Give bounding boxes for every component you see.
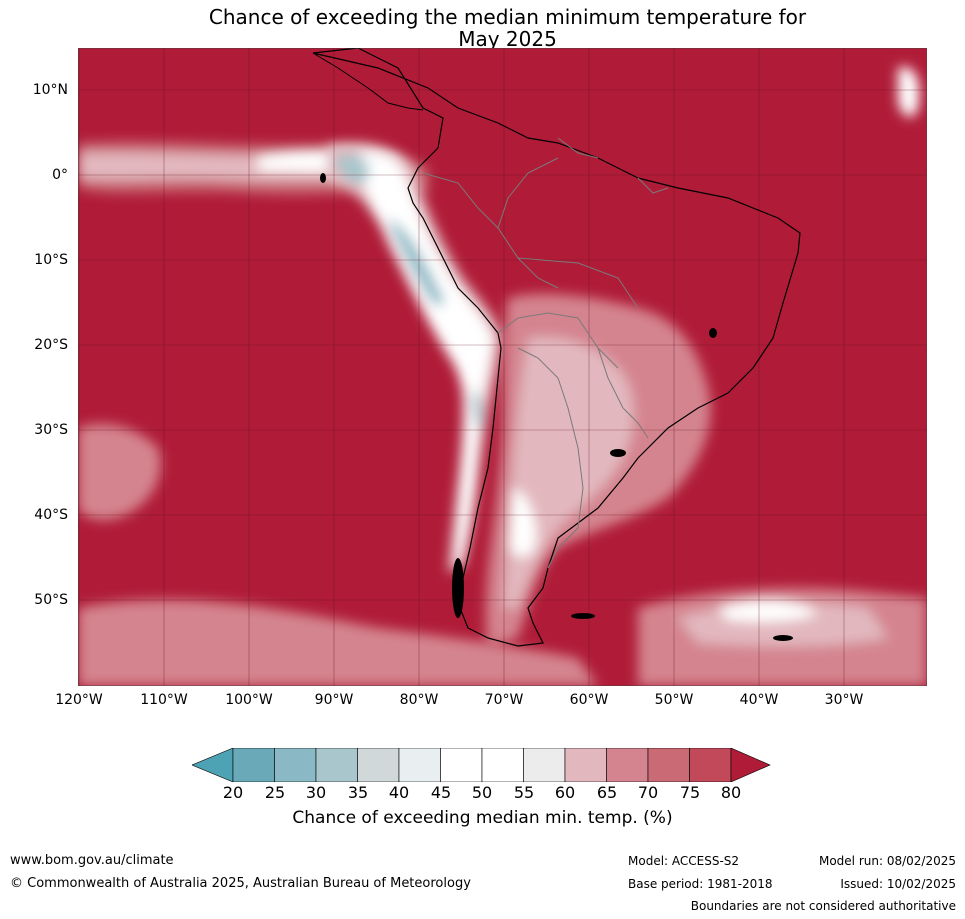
colorbar-bin-45-50: [440, 747, 483, 783]
lat-label-50s: 50°S: [34, 592, 68, 608]
colorbar-svg: [191, 747, 771, 783]
lon-label-30w: 30°W: [824, 692, 864, 708]
colorbar-arrow-low: [191, 747, 234, 783]
colorbar-tick-70: 70: [637, 783, 659, 802]
lat-label-40s: 40°S: [34, 507, 68, 523]
colorbar-tick-80: 80: [720, 783, 742, 802]
colorbar-bin-30-35: [315, 747, 358, 783]
colorbar-tick-40: 40: [388, 783, 410, 802]
colorbar-tick-45: 45: [430, 783, 452, 802]
colorbar-bin-65-70: [606, 747, 649, 783]
issued-date: Issued: 10/02/2025: [840, 877, 956, 891]
lon-label-40w: 40°W: [739, 692, 779, 708]
lon-label-80w: 80°W: [399, 692, 439, 708]
central-america-coastline: [312, 52, 424, 111]
lat-label-0: 0°: [52, 167, 68, 183]
website-link[interactable]: www.bom.gov.au/climate: [10, 853, 174, 868]
graticule: [78, 48, 927, 686]
lon-label-70w: 70°W: [484, 692, 524, 708]
south-america-coastline: [312, 48, 801, 647]
colorbar-tick-30: 30: [305, 783, 327, 802]
islands: [320, 173, 793, 641]
lat-label-10n: 10°N: [32, 82, 68, 98]
colorbar-tick-65: 65: [596, 783, 618, 802]
model-run-date: Model run: 08/02/2025: [818, 854, 956, 868]
colorbar-tick-25: 25: [264, 783, 286, 802]
colorbar-tick-20: 20: [222, 783, 244, 802]
lon-label-120w: 120°W: [55, 692, 103, 708]
boundaries-disclaimer: Boundaries are not considered authoritat…: [690, 899, 956, 913]
lat-label-30s: 30°S: [34, 422, 68, 438]
map-canvas: [77, 47, 928, 687]
colorbar-tick-35: 35: [347, 783, 369, 802]
colorbar-bin-70-75: [647, 747, 690, 783]
map-title-line-1: Chance of exceeding the median minimum t…: [208, 5, 807, 29]
colorbar-bin-50-55: [481, 747, 524, 783]
colorbar-tick-75: 75: [679, 783, 701, 802]
lon-label-100w: 100°W: [225, 692, 273, 708]
colorbar-tick-60: 60: [554, 783, 576, 802]
lon-label-60w: 60°W: [569, 692, 609, 708]
colorbar-bin-35-40: [357, 747, 400, 783]
colorbar-bin-20-25: [232, 747, 275, 783]
colorbar-bin-75-80: [689, 747, 732, 783]
pacific-coastal-band: [328, 143, 503, 573]
colorbar-bin-55-60: [523, 747, 566, 783]
copyright-text: © Commonwealth of Australia 2025, Austra…: [10, 876, 471, 891]
colorbar-tick-55: 55: [513, 783, 535, 802]
colorbar-tick-50: 50: [471, 783, 493, 802]
colorbar-label: Chance of exceeding median min. temp. (%…: [292, 808, 673, 828]
continental-pale-region: [485, 293, 711, 648]
model-name: Model: ACCESS-S2: [628, 854, 740, 868]
base-period: Base period: 1981-2018: [628, 877, 773, 891]
lon-label-110w: 110°W: [140, 692, 188, 708]
lon-label-90w: 90°W: [314, 692, 354, 708]
country-borders: [422, 137, 669, 569]
colorbar-arrow-high: [730, 747, 771, 783]
colorbar: [191, 747, 774, 783]
probability-map: [77, 47, 928, 687]
colorbar-bin-40-45: [398, 747, 441, 783]
lat-label-10s: 10°S: [34, 252, 68, 268]
colorbar-bin-60-65: [564, 747, 607, 783]
lat-label-20s: 20°S: [34, 337, 68, 353]
map-title-line-2: May 2025: [458, 27, 557, 51]
lon-label-50w: 50°W: [654, 692, 694, 708]
colorbar-bin-25-30: [274, 747, 317, 783]
